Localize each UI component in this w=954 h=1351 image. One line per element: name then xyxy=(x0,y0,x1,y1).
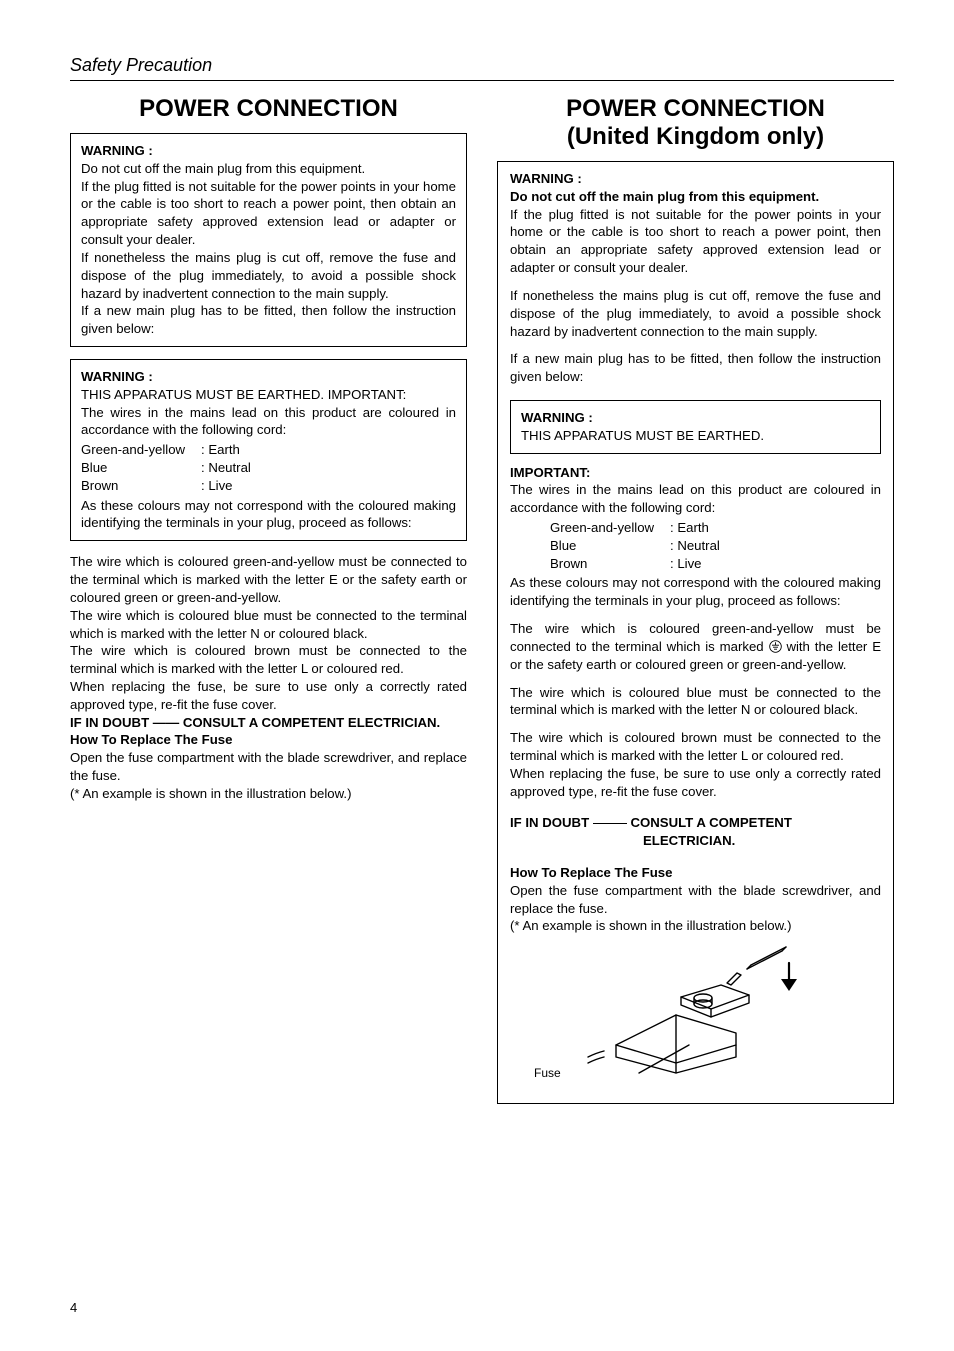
body-paragraph: The wire which is coloured brown must be… xyxy=(70,642,467,678)
right-title-line1: POWER CONNECTION xyxy=(566,95,825,122)
wire-row: Green-and-yellow : Earth xyxy=(81,441,251,459)
wire-row: Blue : Neutral xyxy=(550,537,720,555)
wire-table: Green-and-yellow : Earth Blue : Neutral … xyxy=(81,441,251,494)
warning-heading: WARNING : xyxy=(81,368,456,386)
warning-text: If a new main plug has to be fitted, the… xyxy=(510,350,881,386)
body-paragraph: When replacing the fuse, be sure to use … xyxy=(70,678,467,714)
doubt-b: CONSULT A COMPETENT xyxy=(630,815,791,830)
replace-heading: How To Replace The Fuse xyxy=(510,864,881,882)
page-number: 4 xyxy=(70,1300,77,1315)
warning-text: THIS APPARATUS MUST BE EARTHED. IMPORTAN… xyxy=(81,386,456,404)
important-text: The wire which is coloured blue must be … xyxy=(510,684,881,720)
warning-heading: WARNING : xyxy=(521,409,870,427)
doubt-a: IF IN DOUBT xyxy=(510,815,589,830)
left-warning-box-2: WARNING : THIS APPARATUS MUST BE EARTHED… xyxy=(70,359,467,541)
important-text: The wire which is coloured brown must be… xyxy=(510,729,881,765)
left-body: The wire which is coloured green-and-yel… xyxy=(70,553,467,802)
columns: POWER CONNECTION WARNING : Do not cut of… xyxy=(70,95,894,1116)
warning-text: THIS APPARATUS MUST BE EARTHED. xyxy=(521,427,870,445)
warning-text: If nonetheless the mains plug is cut off… xyxy=(510,287,881,340)
page: Safety Precaution POWER CONNECTION WARNI… xyxy=(0,0,954,1351)
right-title: POWER CONNECTION (United Kingdom only) xyxy=(497,95,894,151)
wire-row: Green-and-yellow : Earth xyxy=(550,519,720,537)
warning-text: As these colours may not correspond with… xyxy=(81,497,456,533)
important-text: The wires in the mains lead on this prod… xyxy=(510,481,881,517)
wire-color: Green-and-yellow xyxy=(550,519,670,537)
wire-label: : Earth xyxy=(201,441,251,459)
warning-text: If the plug fitted is not suitable for t… xyxy=(510,206,881,277)
earth-icon xyxy=(769,640,782,653)
wire-table: Green-and-yellow : Earth Blue : Neutral … xyxy=(550,519,720,572)
body-paragraph: Open the fuse compartment with the blade… xyxy=(70,749,467,785)
replace-text: Open the fuse compartment with the blade… xyxy=(510,882,881,918)
warning-text: If nonetheless the mains plug is cut off… xyxy=(81,249,456,302)
wire-row: Brown : Live xyxy=(550,555,720,573)
wire-color: Blue xyxy=(81,459,201,477)
wire-color: Green-and-yellow xyxy=(81,441,201,459)
fuse-illustration: Fuse xyxy=(510,945,881,1085)
dash-icon xyxy=(593,823,627,824)
wire-label: : Earth xyxy=(670,519,720,537)
wire-row: Blue : Neutral xyxy=(81,459,251,477)
left-column: POWER CONNECTION WARNING : Do not cut of… xyxy=(70,95,467,1116)
wire-label: : Neutral xyxy=(201,459,251,477)
body-bold-line: IF IN DOUBT —— CONSULT A COMPETENT ELECT… xyxy=(70,714,467,732)
right-title-line2: (United Kingdom only) xyxy=(567,123,824,150)
wire-label: : Live xyxy=(670,555,720,573)
important-text: As these colours may not correspond with… xyxy=(510,574,881,610)
wire-color: Blue xyxy=(550,537,670,555)
fuse-svg xyxy=(581,945,811,1080)
right-warning-box-2: WARNING : THIS APPARATUS MUST BE EARTHED… xyxy=(510,400,881,454)
warning-bold-line: Do not cut off the main plug from this e… xyxy=(510,188,881,206)
important-text: The wire which is coloured green-and-yel… xyxy=(510,620,881,673)
wire-label: : Live xyxy=(201,477,251,495)
warning-text: Do not cut off the main plug from this e… xyxy=(81,160,456,178)
doubt-line: IF IN DOUBT CONSULT A COMPETENT xyxy=(510,814,881,832)
fuse-label: Fuse xyxy=(534,1065,561,1081)
warning-heading: WARNING : xyxy=(510,170,881,188)
wire-label: : Neutral xyxy=(670,537,720,555)
body-paragraph: (* An example is shown in the illustrati… xyxy=(70,785,467,803)
wire-color: Brown xyxy=(81,477,201,495)
body-paragraph: The wire which is coloured blue must be … xyxy=(70,607,467,643)
important-heading: IMPORTANT: xyxy=(510,464,881,482)
replace-text: (* An example is shown in the illustrati… xyxy=(510,917,881,935)
warning-heading: WARNING : xyxy=(81,142,456,160)
body-bold-line: How To Replace The Fuse xyxy=(70,731,467,749)
section-header: Safety Precaution xyxy=(70,55,894,81)
doubt-line-2: ELECTRICIAN. xyxy=(510,832,881,850)
wire-color: Brown xyxy=(550,555,670,573)
warning-text: The wires in the mains lead on this prod… xyxy=(81,404,456,440)
wire-row: Brown : Live xyxy=(81,477,251,495)
right-outer-box: WARNING : Do not cut off the main plug f… xyxy=(497,161,894,1104)
important-text: When replacing the fuse, be sure to use … xyxy=(510,765,881,801)
left-warning-box-1: WARNING : Do not cut off the main plug f… xyxy=(70,133,467,347)
warning-text: If a new main plug has to be fitted, the… xyxy=(81,302,456,338)
warning-text: If the plug fitted is not suitable for t… xyxy=(81,178,456,249)
right-column: POWER CONNECTION (United Kingdom only) W… xyxy=(497,95,894,1116)
left-title: POWER CONNECTION xyxy=(70,95,467,123)
body-paragraph: The wire which is coloured green-and-yel… xyxy=(70,553,467,606)
